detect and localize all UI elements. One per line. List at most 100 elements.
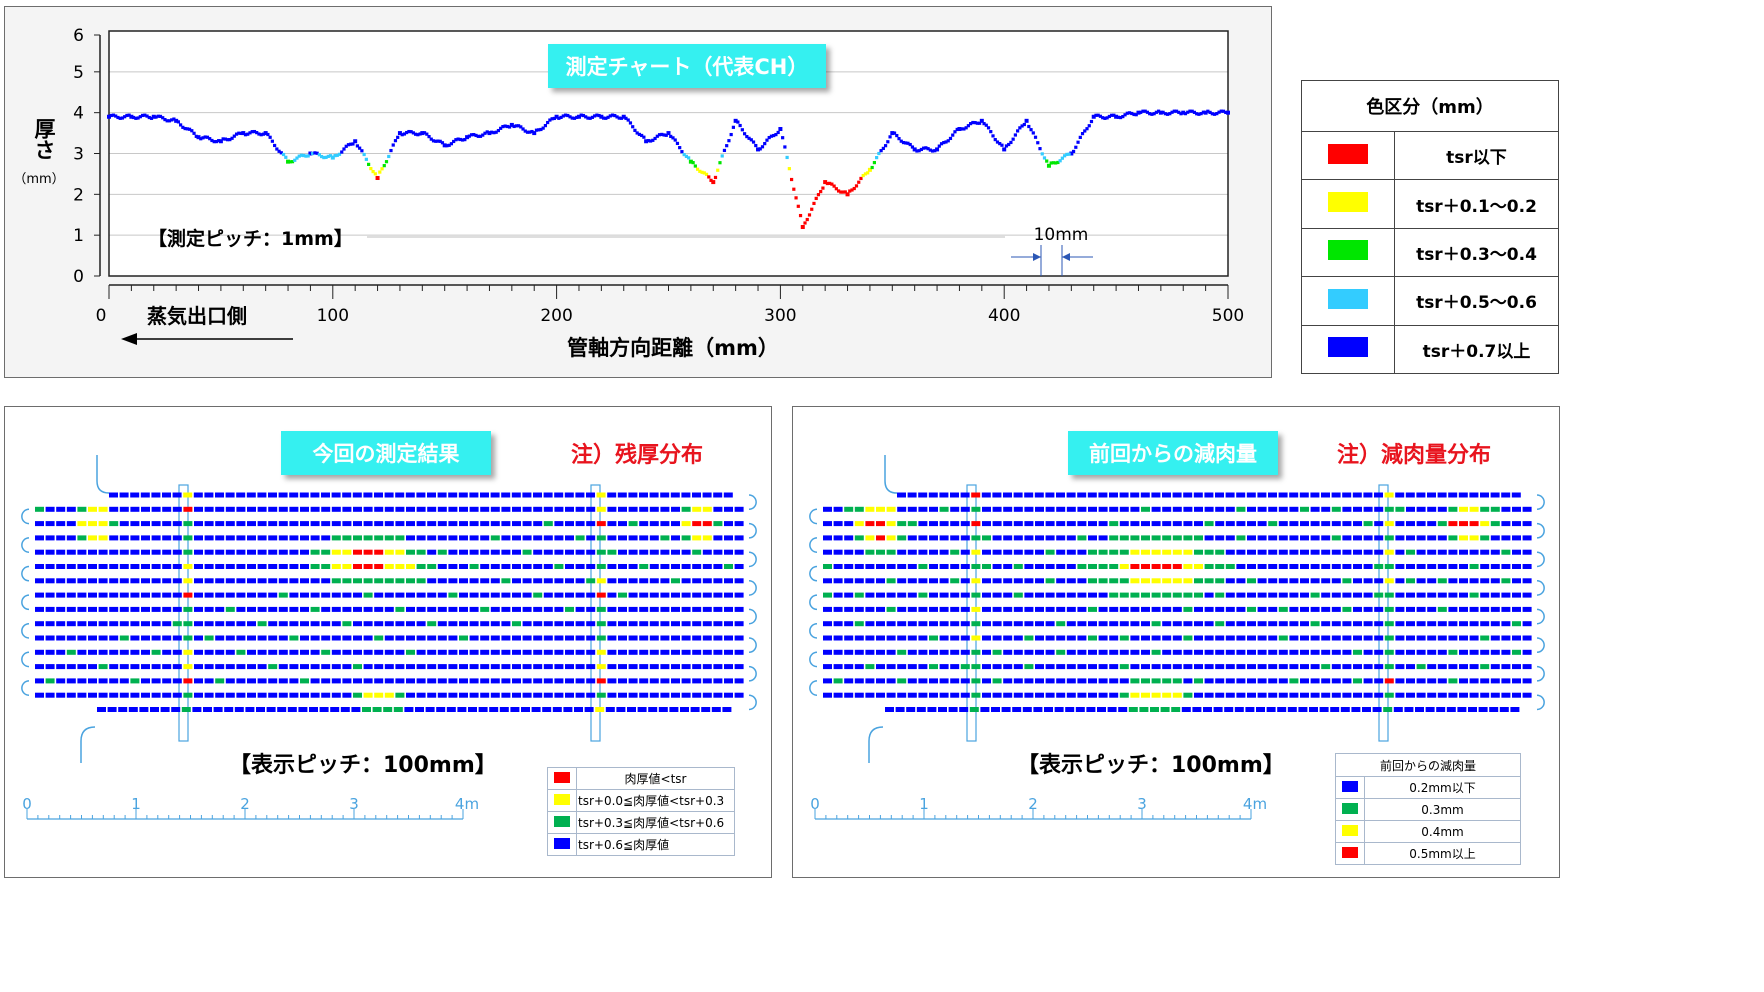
tube-segment [1192,707,1202,712]
tube-segment [342,692,352,698]
tube-segment [681,635,691,641]
tube-segment [215,549,225,555]
tube-segment [480,578,490,584]
tube-segment [501,621,511,627]
tube-segment [1490,606,1500,612]
tube-segment [1512,621,1521,627]
tube-segment [1056,492,1065,498]
tube-segment [77,506,87,512]
tube-segment [596,578,606,584]
tube-segment [1139,707,1149,712]
tube-segment [1310,506,1320,512]
chart-title: 測定チャート（代表CH） [548,44,826,88]
tube-segment [236,564,246,569]
tube-segment [1330,707,1340,712]
tube-segment [1427,535,1437,541]
trace-point [787,167,791,171]
tube-segment [236,506,246,512]
tube-segment [671,592,680,598]
tube-segment [1395,678,1405,684]
tube-segment [692,506,702,512]
trace-point [281,152,286,157]
tube-segment [1119,506,1129,512]
tube-segment [278,549,288,555]
tube-segment [1310,635,1320,641]
tube-segment [1459,692,1468,698]
tube-segment [448,692,458,698]
trace-point [541,126,545,130]
trace-point [904,141,908,145]
tube-segment [522,664,532,670]
tube-segment [1109,549,1119,555]
trace-point [783,145,787,149]
tube-segment [1352,492,1362,498]
tube-segment [823,592,832,598]
tube-segment [1331,592,1341,598]
tube-segment [1278,649,1288,655]
tube-segment [876,664,885,670]
tube-segment [383,707,393,712]
tube-segment [1194,549,1203,555]
tube-segment [971,635,981,641]
trace-point [1217,110,1221,114]
tube-segment [897,564,907,569]
tube-segment [1183,492,1193,498]
tube-segment [107,707,117,712]
tube-segment [618,621,627,627]
tube-segment [1406,621,1415,627]
tube-segment [119,549,129,555]
tube-segment [1405,492,1415,498]
tube-segment [45,606,55,612]
data-point [979,118,984,123]
trace-point [293,158,297,162]
tube-segment [427,621,437,627]
trace-point [1045,159,1049,163]
tube-segment [1056,678,1066,684]
tube-segment [469,664,479,670]
trace-point [879,149,883,153]
trace-point [288,160,292,164]
tube-segment [1437,549,1447,555]
tube-segment [1045,664,1055,670]
trace-point [1208,110,1212,114]
trace-point [154,115,158,119]
tube-bend [748,494,757,511]
tube-segment [77,649,87,655]
tube-segment [289,492,299,498]
tube-segment [1437,678,1447,684]
tube-segment [448,649,458,655]
tube-segment [649,606,659,612]
tube-segment [141,678,150,684]
trace-point [843,190,847,194]
tube-segment [501,578,511,584]
trace-point [109,113,113,118]
tube-segment [352,492,362,498]
tube-segment [992,621,1002,627]
tube-segment [960,549,970,555]
tube-segment [66,649,76,655]
tube-segment [203,707,212,712]
tube-segment [1353,564,1362,569]
trace-point [1195,112,1199,116]
tube-segment [982,621,991,627]
tube-segment [823,621,832,627]
tube-segment [886,678,896,684]
tube-segment [1501,678,1511,684]
tube-segment [639,678,649,684]
tube-segment [469,621,479,627]
data-point [912,147,917,152]
tube-segment [162,564,172,569]
tube-segment [671,649,680,655]
tube-segment [1266,707,1276,712]
trace-point [834,187,838,191]
tube-segment [648,707,658,712]
tube-segment [501,635,511,641]
tube-segment [833,664,843,670]
data-point [196,135,201,140]
tube-segment [575,635,585,641]
tube-segment [204,635,214,641]
tube-segment [992,635,1002,641]
tube-segment [151,492,161,498]
tube-segment [1151,692,1161,698]
tube-segment [247,592,256,598]
